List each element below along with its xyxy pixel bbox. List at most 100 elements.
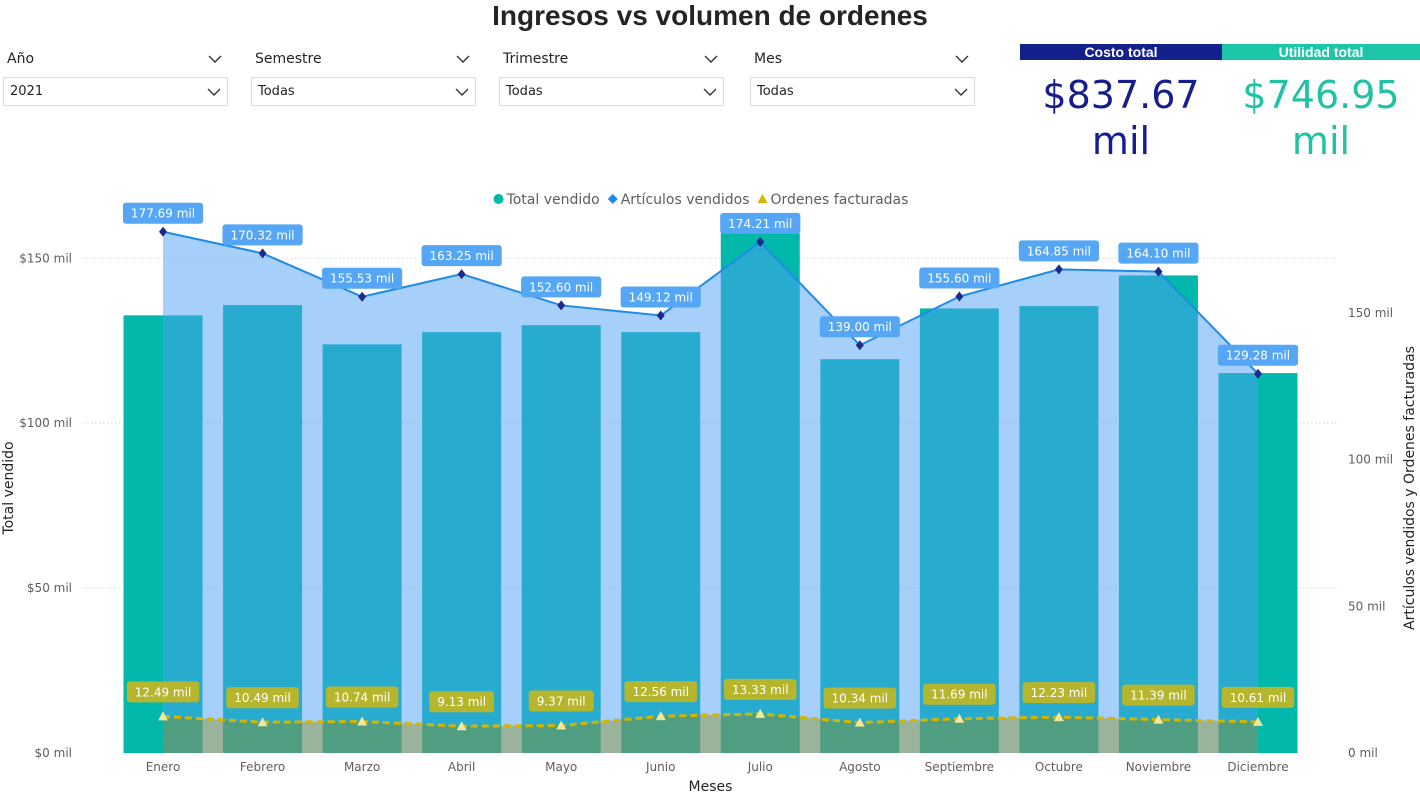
data-label-text: 155.53 mil: [330, 272, 394, 286]
marker: [158, 711, 169, 721]
slicer-dropdown[interactable]: Todas: [750, 77, 975, 106]
slicer-dropdown[interactable]: Todas: [251, 77, 476, 106]
data-label-box: [126, 681, 200, 703]
kpi-card: Costo total $837.67 mil: [1020, 44, 1222, 164]
data-label-box: [724, 678, 797, 700]
chevron-icon: [456, 55, 470, 63]
slicer-label: Mes: [750, 48, 975, 70]
data-label-text: 13.33 mil: [732, 683, 789, 697]
slicer: Semestre Todas: [251, 48, 476, 106]
data-label-box: [624, 681, 697, 703]
data-label: 177.69 mil: [122, 202, 204, 224]
data-label: 170.32 mil: [222, 224, 303, 246]
x-axis-title: Meses: [689, 779, 733, 795]
data-label-box: [226, 687, 299, 709]
chevron: [704, 55, 718, 63]
marker: [159, 226, 168, 237]
marker: [457, 269, 466, 280]
marker: [358, 291, 367, 302]
x-tick-label: Mayo: [545, 760, 577, 774]
x-tick-label: Abril: [448, 760, 475, 774]
marker: [655, 711, 666, 721]
x-tick-label: Julio: [747, 760, 773, 774]
data-label: 129.28 mil: [1217, 344, 1299, 366]
data-label-text: 12.49 mil: [135, 685, 192, 699]
data-label-text: 10.49 mil: [234, 691, 291, 705]
y2-tick-label: 100 mil: [1348, 453, 1393, 467]
legend: Total vendido Artículos vendidos Ordenes f…: [493, 192, 908, 208]
line: [162, 230, 1259, 375]
slicer: Trimestre Todas: [499, 48, 724, 106]
data-label-box: [620, 286, 701, 308]
slicer: Año 2021: [3, 48, 228, 106]
marker: [755, 708, 766, 718]
data-label-text: 163.25 mil: [430, 249, 494, 263]
chevron: [703, 88, 717, 96]
area-fill: [163, 713, 1258, 753]
x-tick-label: Septiembre: [925, 760, 994, 774]
data-label-box: [122, 202, 204, 224]
data-label-text: 9.13 mil: [437, 695, 486, 709]
y2-tick-label: 0 mil: [1348, 746, 1378, 760]
chevron-icon: [954, 88, 968, 96]
data-label: 155.53 mil: [322, 267, 403, 289]
data-label-text: 155.60 mil: [927, 272, 991, 286]
marker: [1252, 716, 1263, 726]
slicer-label: Año: [3, 48, 228, 70]
chevron: [208, 55, 222, 63]
data-label-text: 152.60 mil: [529, 280, 593, 294]
data-label: 10.61 mil: [1221, 686, 1295, 708]
data-label-box: [923, 683, 996, 705]
data-label-box: [1022, 682, 1096, 704]
data-label-text: 11.69 mil: [931, 688, 988, 702]
data-label-text: 10.61 mil: [1230, 691, 1287, 705]
card-value: $837.67 mil: [1042, 73, 1200, 163]
data-label: 12.49 mil: [126, 681, 200, 703]
page-title: Ingresos vs volumen de ordenes: [492, 0, 928, 31]
x-tick-label: Enero: [146, 760, 181, 774]
data-label: 11.39 mil: [1122, 684, 1195, 706]
data-label-box: [322, 267, 403, 289]
marker: [1054, 264, 1063, 275]
slicer-label: Trimestre: [499, 48, 724, 70]
data-label-box: [720, 212, 801, 234]
chevron: [456, 55, 470, 63]
data-label-box: [823, 687, 897, 709]
x-tick-label: Diciembre: [1227, 760, 1288, 774]
data-label: 149.12 mil: [620, 286, 701, 308]
data-label-text: 12.56 mil: [632, 685, 689, 699]
data-label: 164.85 mil: [1018, 240, 1099, 262]
x-tick-label: Octubre: [1035, 760, 1083, 774]
slicer-label: Semestre: [251, 48, 476, 70]
data-label: 139.00 mil: [819, 316, 900, 338]
data-label: 9.37 mil: [528, 690, 594, 712]
x-tick-label: Junio: [645, 760, 675, 774]
data-label-box: [819, 316, 900, 338]
data-label-text: 174.21 mil: [728, 217, 792, 231]
chevron: [955, 55, 969, 63]
data-label-text: 177.69 mil: [131, 207, 195, 221]
marker: [1253, 368, 1262, 379]
data-label-text: 164.85 mil: [1027, 244, 1091, 258]
data-label-box: [325, 686, 399, 708]
slicer-dropdown[interactable]: Todas: [499, 77, 724, 106]
data-label: 12.56 mil: [624, 681, 697, 703]
x-tick-label: Agosto: [839, 760, 880, 774]
data-label-text: 164.10 mil: [1126, 247, 1190, 261]
data-label-text: 129.28 mil: [1226, 349, 1290, 363]
x-tick-label: Marzo: [344, 760, 380, 774]
marker: [656, 310, 665, 321]
y-tick-label: $0 mil: [35, 746, 72, 760]
x-tick-label: Noviembre: [1126, 760, 1192, 774]
data-label: 164.10 mil: [1118, 242, 1199, 264]
data-label-box: [222, 224, 303, 246]
data-label-text: 139.00 mil: [828, 320, 892, 334]
chevron-icon: [703, 88, 717, 96]
data-label-box: [1221, 686, 1295, 708]
data-label-text: 170.32 mil: [230, 228, 294, 242]
data-label-box: [1118, 242, 1199, 264]
slicer-dropdown[interactable]: 2021: [3, 77, 228, 106]
data-label-box: [429, 691, 495, 713]
data-label: 10.74 mil: [325, 686, 399, 708]
